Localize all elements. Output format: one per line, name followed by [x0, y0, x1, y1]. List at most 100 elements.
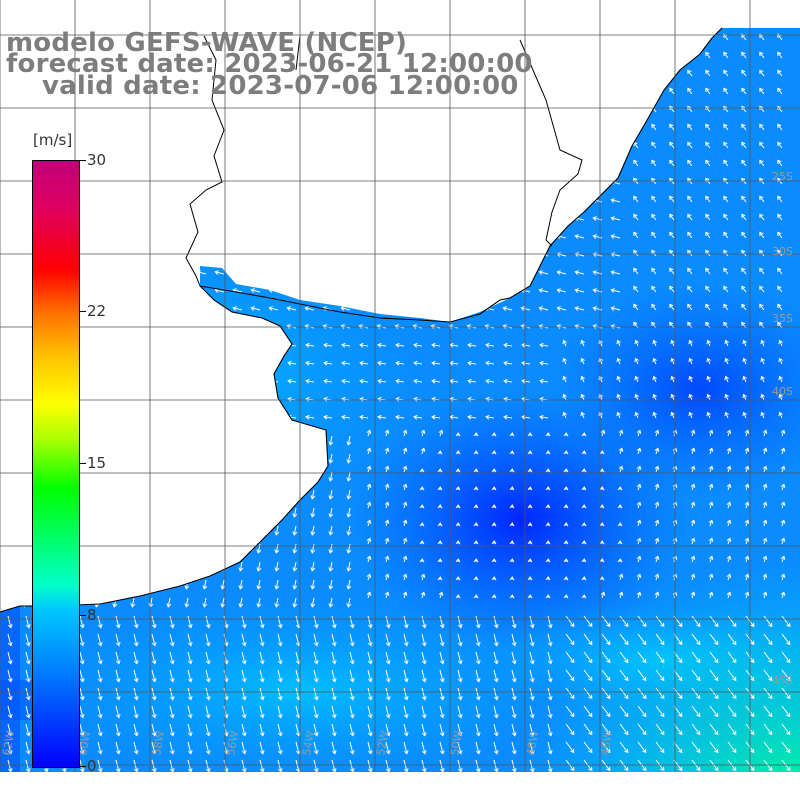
wind-arrow — [547, 705, 553, 719]
wind-arrow — [166, 597, 172, 608]
wind-arrow — [651, 51, 657, 59]
wind-arrow — [395, 378, 405, 384]
wind-arrow — [4, 453, 10, 464]
wind-arrow — [376, 306, 387, 311]
wind-arrow — [313, 633, 319, 647]
wind-arrow — [634, 411, 639, 419]
wind-arrow — [780, 465, 786, 473]
wind-arrow — [565, 651, 575, 664]
wind-arrow — [430, 126, 441, 131]
wind-arrow — [762, 447, 768, 455]
wind-arrow — [705, 249, 711, 257]
wind-arrow — [520, 234, 531, 239]
wind-arrow — [112, 525, 118, 536]
wind-arrow — [491, 522, 497, 527]
wind-arrow — [166, 525, 172, 536]
wind-arrow — [651, 159, 657, 167]
wind-arrow — [581, 504, 587, 509]
wind-arrow — [349, 669, 355, 683]
wind-arrow — [556, 306, 567, 311]
wind-arrow — [547, 687, 553, 701]
wind-arrow — [367, 651, 373, 665]
wind-arrow — [475, 633, 481, 647]
wind-arrow — [430, 288, 441, 293]
wind-arrow — [346, 471, 352, 482]
wind-arrow — [340, 216, 351, 221]
colorbar-tick-15: 15 — [87, 454, 107, 472]
wind-arrow — [0, 90, 9, 95]
wind-arrow — [520, 144, 531, 149]
wind-arrow — [652, 375, 657, 383]
wind-arrow — [484, 126, 495, 131]
wind-arrow — [466, 270, 477, 275]
wind-arrow — [633, 285, 639, 293]
wind-arrow — [232, 216, 243, 221]
wind-arrow — [493, 669, 499, 683]
wind-arrow — [563, 468, 569, 473]
wind-arrow — [16, 306, 27, 311]
wind-arrow — [727, 723, 737, 736]
wind-arrow — [395, 19, 404, 23]
wind-arrow — [419, 504, 425, 509]
wind-arrow — [412, 252, 423, 257]
wind-arrow — [511, 723, 517, 737]
wind-arrow — [169, 705, 175, 719]
wind-arrow — [723, 303, 729, 311]
wind-arrow — [741, 123, 747, 131]
wind-arrow — [384, 537, 390, 545]
wind-arrow — [394, 198, 405, 203]
wind-arrow — [143, 360, 153, 366]
wind-arrow — [160, 234, 171, 239]
wind-arrow — [346, 525, 352, 536]
wind-arrow — [687, 51, 693, 59]
wind-arrow — [142, 234, 153, 239]
wind-arrow — [724, 375, 729, 383]
wind-arrow — [340, 288, 351, 293]
wind-arrow — [166, 543, 172, 554]
wind-arrow — [160, 198, 171, 203]
wind-arrow — [493, 633, 499, 647]
wind-arrow — [484, 144, 495, 149]
wind-arrow — [328, 471, 334, 482]
wind-arrow — [475, 759, 481, 772]
wind-arrow — [616, 339, 621, 347]
wind-arrow — [762, 591, 768, 599]
wind-arrow — [367, 687, 373, 701]
wind-arrow — [402, 519, 408, 527]
wind-arrow — [655, 615, 665, 628]
wind-arrow — [610, 108, 621, 113]
wind-arrow — [259, 687, 265, 701]
wind-arrow — [148, 507, 154, 518]
wind-arrow — [503, 414, 513, 420]
wind-arrow — [196, 234, 207, 239]
wind-arrow — [651, 303, 657, 311]
wind-arrow — [16, 234, 27, 239]
wind-arrow — [148, 525, 154, 536]
wind-arrow — [403, 759, 409, 772]
wind-arrow — [723, 213, 729, 221]
colorbar-unit-label: [m/s] — [33, 131, 73, 149]
wind-arrow — [777, 267, 783, 275]
wind-arrow — [310, 543, 316, 554]
wind-arrow — [781, 615, 791, 628]
wind-arrow — [62, 778, 66, 790]
wind-arrow — [0, 288, 9, 293]
wind-arrow — [133, 633, 139, 647]
wind-arrow — [220, 453, 226, 464]
wind-arrow — [88, 108, 99, 113]
wind-arrow — [0, 342, 9, 348]
wind-arrow — [669, 159, 675, 167]
wind-arrow — [764, 778, 772, 788]
wind-arrow — [421, 705, 427, 719]
wind-arrow — [250, 324, 261, 329]
wind-arrow — [22, 543, 28, 554]
wind-arrow — [188, 778, 192, 790]
wind-arrow — [473, 468, 479, 473]
wind-arrow — [778, 375, 783, 383]
wind-arrow — [394, 216, 405, 221]
wind-arrow — [439, 651, 445, 665]
wind-arrow — [723, 123, 729, 131]
wind-arrow — [484, 216, 495, 221]
wind-arrow — [148, 453, 154, 464]
wind-arrow — [184, 507, 190, 518]
